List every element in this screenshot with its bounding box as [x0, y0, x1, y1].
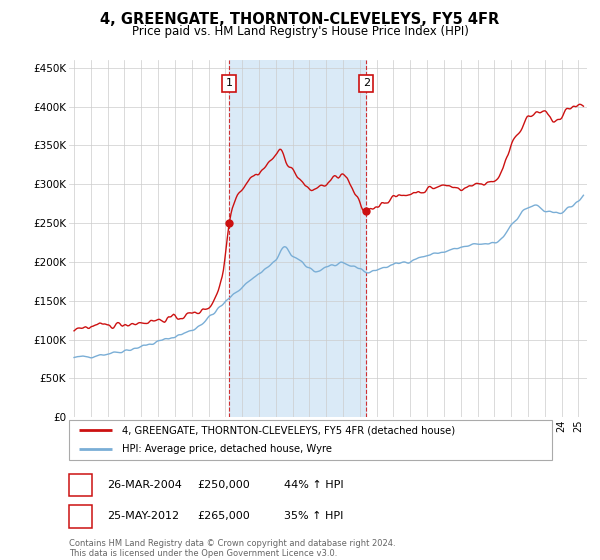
Text: This data is licensed under the Open Government Licence v3.0.: This data is licensed under the Open Gov… [69, 549, 337, 558]
Text: £265,000: £265,000 [197, 511, 250, 521]
Text: 26-MAR-2004: 26-MAR-2004 [107, 480, 182, 490]
Text: 1: 1 [77, 480, 84, 490]
Text: 2: 2 [362, 78, 370, 88]
Text: Contains HM Land Registry data © Crown copyright and database right 2024.: Contains HM Land Registry data © Crown c… [69, 539, 395, 548]
Text: Price paid vs. HM Land Registry's House Price Index (HPI): Price paid vs. HM Land Registry's House … [131, 25, 469, 39]
Text: 2: 2 [77, 511, 84, 521]
FancyBboxPatch shape [69, 420, 552, 460]
Text: 1: 1 [226, 78, 233, 88]
Text: 25-MAY-2012: 25-MAY-2012 [107, 511, 179, 521]
Text: 44% ↑ HPI: 44% ↑ HPI [284, 480, 343, 490]
Text: 4, GREENGATE, THORNTON-CLEVELEYS, FY5 4FR (detached house): 4, GREENGATE, THORNTON-CLEVELEYS, FY5 4F… [122, 425, 455, 435]
Text: HPI: Average price, detached house, Wyre: HPI: Average price, detached house, Wyre [122, 444, 332, 454]
Text: £250,000: £250,000 [197, 480, 250, 490]
Text: 35% ↑ HPI: 35% ↑ HPI [284, 511, 343, 521]
Text: 4, GREENGATE, THORNTON-CLEVELEYS, FY5 4FR: 4, GREENGATE, THORNTON-CLEVELEYS, FY5 4F… [100, 12, 500, 27]
Bar [229, 60, 366, 417]
